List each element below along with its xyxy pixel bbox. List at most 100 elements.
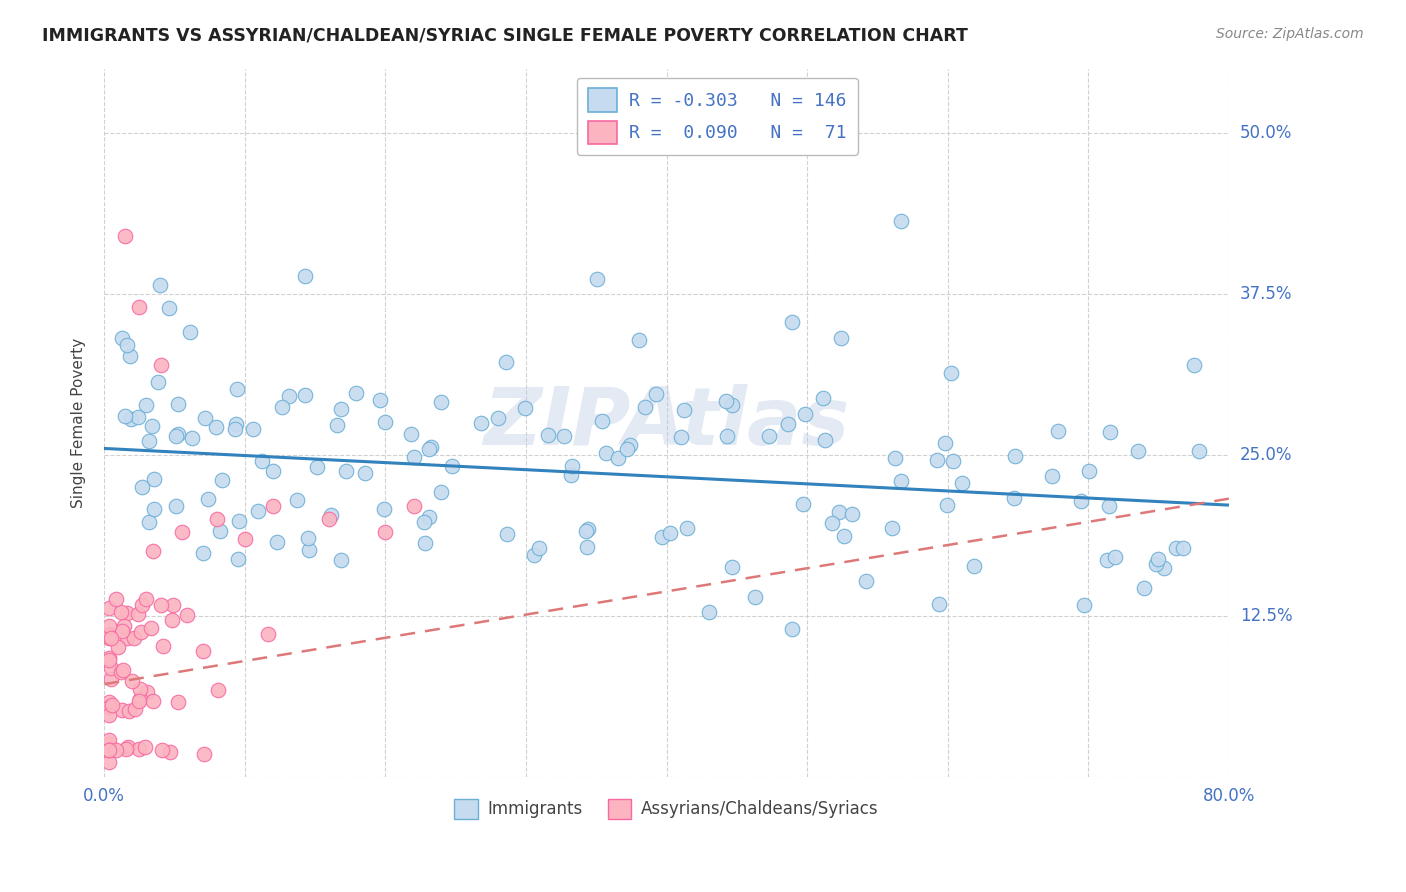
Point (117, 337, 139, 351)
Point (135, 398, 157, 412)
Point (934, 436, 956, 450)
Point (143, 472, 166, 486)
Point (935, 499, 957, 513)
Point (298, 542, 321, 557)
Point (118, 704, 141, 718)
Point (97, 653, 120, 667)
Point (628, 334, 651, 348)
Point (110, 606, 132, 620)
Point (429, 394, 451, 409)
Point (97, 738, 120, 752)
Point (141, 419, 163, 434)
Point (326, 418, 349, 433)
Point (619, 438, 641, 452)
Point (246, 504, 269, 518)
Point (257, 627, 280, 641)
Point (644, 387, 666, 401)
Point (97, 627, 120, 641)
Point (135, 591, 157, 606)
Point (402, 450, 425, 465)
Point (486, 411, 509, 425)
Point (114, 409, 136, 424)
Point (197, 491, 219, 506)
Point (586, 272, 609, 286)
Point (560, 467, 582, 482)
Point (576, 522, 599, 536)
Point (179, 325, 201, 339)
Point (527, 541, 550, 556)
Point (780, 623, 803, 637)
Point (950, 476, 973, 491)
Point (97, 651, 120, 665)
Point (128, 741, 150, 756)
Point (115, 632, 138, 646)
Point (112, 618, 135, 632)
Point (110, 624, 132, 639)
Point (307, 460, 329, 475)
Point (129, 624, 152, 639)
Point (1153, 561, 1175, 575)
Point (928, 598, 950, 612)
Point (101, 698, 124, 713)
Point (242, 422, 264, 436)
Point (114, 741, 136, 756)
Point (575, 524, 598, 538)
Point (97, 700, 120, 714)
Point (111, 703, 134, 717)
Point (297, 531, 319, 545)
Point (537, 427, 560, 442)
Point (672, 403, 695, 417)
Point (285, 493, 308, 508)
Point (716, 429, 738, 443)
Point (134, 740, 156, 755)
Point (204, 420, 226, 434)
Point (111, 330, 134, 344)
Point (353, 467, 375, 481)
Point (595, 446, 617, 460)
Point (495, 355, 517, 369)
Point (330, 553, 353, 567)
Point (374, 525, 396, 540)
Point (149, 358, 172, 372)
Point (224, 422, 246, 436)
Point (890, 214, 912, 228)
Point (330, 401, 353, 416)
Point (942, 454, 965, 468)
Point (939, 366, 962, 380)
Point (100, 631, 122, 645)
Point (591, 414, 613, 428)
Point (1073, 598, 1095, 612)
Point (205, 512, 228, 526)
Point (561, 458, 583, 473)
Point (1002, 491, 1025, 505)
Point (793, 407, 815, 421)
Point (100, 673, 122, 687)
Point (150, 743, 173, 757)
Point (814, 433, 837, 447)
Point (890, 474, 912, 488)
Point (399, 426, 422, 441)
Point (97, 733, 120, 747)
Point (418, 442, 440, 456)
Point (413, 515, 436, 529)
Point (884, 450, 907, 465)
Point (440, 459, 463, 474)
Point (208, 524, 231, 539)
Point (136, 685, 159, 699)
Point (165, 499, 187, 513)
Text: 12.5%: 12.5% (1240, 607, 1292, 625)
Point (193, 546, 215, 560)
Point (697, 605, 720, 619)
Point (124, 702, 146, 716)
Point (170, 525, 193, 540)
Point (1173, 541, 1195, 556)
Point (616, 442, 638, 456)
Point (146, 375, 169, 389)
Point (131, 598, 153, 612)
Point (496, 527, 519, 541)
Point (97, 707, 120, 722)
Point (233, 532, 256, 546)
Point (1004, 449, 1026, 463)
Point (150, 599, 173, 613)
Point (97, 631, 120, 645)
